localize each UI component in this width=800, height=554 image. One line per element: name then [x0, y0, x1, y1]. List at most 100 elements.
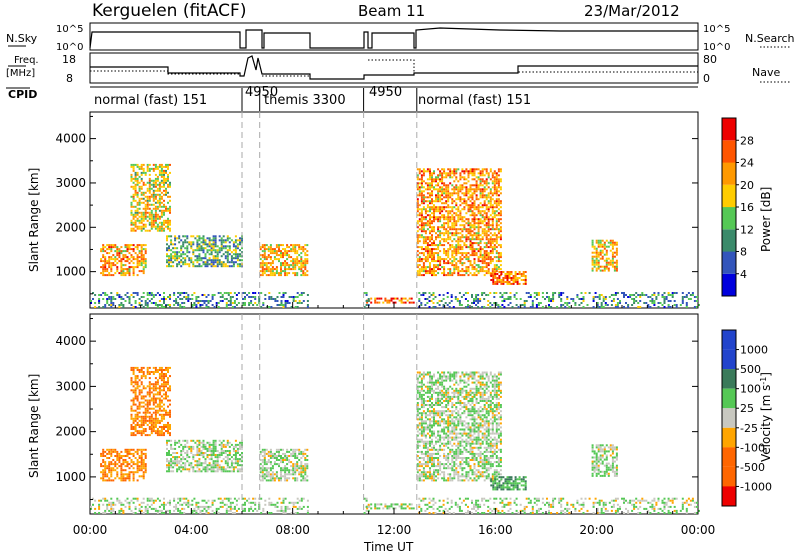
velocity-cell — [222, 443, 225, 446]
velocity-cell — [232, 470, 235, 473]
velocity-cell — [165, 430, 167, 433]
velocity-cell — [167, 430, 169, 433]
power-cell — [225, 302, 228, 304]
power-cell — [558, 292, 561, 294]
power-cell — [597, 265, 600, 268]
power-cell — [487, 182, 490, 185]
velocity-cell — [376, 507, 379, 510]
velocity-cell — [259, 467, 262, 470]
power-cell — [262, 302, 265, 304]
velocity-cell — [140, 415, 143, 418]
velocity-cell — [418, 416, 421, 419]
power-cell — [211, 298, 214, 300]
power-cell — [479, 252, 482, 255]
power-cell — [154, 209, 157, 212]
power-cell — [453, 272, 456, 275]
power-cell — [445, 210, 448, 213]
velocity-cell — [136, 461, 139, 464]
power-cell — [498, 271, 501, 273]
velocity-cell — [178, 456, 181, 459]
power-cell — [292, 300, 295, 302]
power-cell — [130, 185, 133, 188]
power-cell — [104, 304, 107, 306]
velocity-cell — [156, 393, 159, 396]
power-cell — [218, 247, 221, 250]
power-cell — [233, 302, 236, 304]
power-cell — [597, 245, 600, 248]
power-cell — [489, 244, 492, 247]
velocity-cell — [136, 479, 139, 482]
power-cell — [611, 259, 614, 262]
power-cell — [431, 228, 433, 231]
power-cell — [234, 249, 237, 252]
power-cell — [461, 234, 464, 237]
power-cell — [226, 239, 229, 242]
power-cell — [447, 260, 450, 263]
power-cell — [183, 302, 186, 304]
power-cell — [278, 274, 280, 277]
power-cell — [158, 227, 161, 230]
power-cell — [439, 234, 442, 237]
velocity-cell — [102, 473, 105, 476]
power-cell — [110, 264, 113, 267]
power-cell — [231, 296, 234, 298]
power-cell — [451, 224, 454, 227]
power-cell — [433, 252, 435, 255]
power-cell — [603, 253, 606, 256]
power-cell — [489, 232, 492, 235]
power-cell — [489, 206, 492, 209]
power-cell — [282, 292, 285, 294]
power-cell — [144, 209, 147, 212]
power-cell — [475, 208, 478, 211]
power-cell — [467, 224, 470, 227]
velocity-cell — [269, 452, 272, 455]
power-cell — [163, 211, 165, 214]
velocity-cell — [160, 413, 163, 416]
power-cell — [163, 177, 165, 180]
power-cell — [442, 294, 445, 296]
velocity-cell — [271, 465, 274, 468]
power-cell — [158, 304, 161, 306]
power-cell — [497, 168, 500, 171]
power-heatmap — [90, 163, 700, 308]
velocity-cell — [136, 432, 139, 435]
power-cell — [554, 292, 557, 294]
power-cell — [455, 186, 458, 189]
velocity-cell — [236, 443, 239, 446]
power-cell — [514, 279, 517, 281]
power-cell — [431, 200, 433, 203]
power-cell — [491, 210, 494, 213]
power-cell — [595, 269, 598, 272]
power-cell — [475, 236, 478, 239]
power-cell — [140, 201, 143, 204]
velocity-cell — [216, 462, 219, 465]
velocity-cell — [300, 461, 303, 464]
velocity-cell — [214, 450, 217, 452]
power-cell — [190, 247, 193, 250]
power-cell — [469, 234, 472, 237]
velocity-cell — [148, 426, 151, 428]
velocity-cell — [124, 448, 127, 451]
power-cell — [435, 196, 437, 199]
velocity-cell — [300, 465, 303, 468]
power-cell — [148, 300, 151, 302]
power-cell — [449, 248, 452, 251]
power-cell — [134, 163, 137, 166]
power-cell — [116, 248, 119, 251]
power-cell — [601, 255, 604, 258]
velocity-cell — [134, 377, 137, 380]
power-cell — [296, 244, 299, 247]
power-cell — [599, 245, 602, 248]
velocity-cell — [298, 450, 301, 453]
power-cell — [459, 186, 462, 189]
power-cell — [611, 241, 614, 244]
power-cell — [455, 212, 458, 215]
power-cell — [429, 218, 431, 221]
power-cell — [134, 187, 137, 190]
velocity-cell — [418, 469, 421, 472]
power-cell — [469, 206, 472, 209]
velocity-cell — [282, 452, 284, 455]
power-cell — [597, 255, 600, 258]
velocity-cell — [120, 471, 123, 474]
velocity-cell — [418, 450, 421, 453]
